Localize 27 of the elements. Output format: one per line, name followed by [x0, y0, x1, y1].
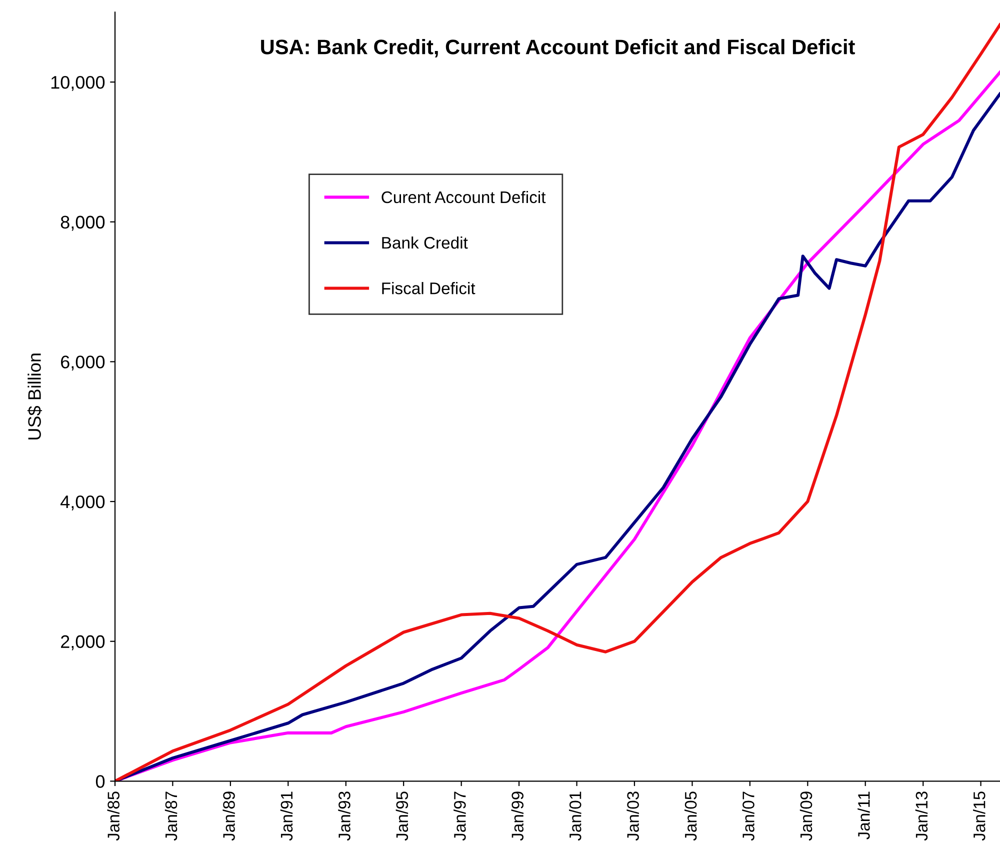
x-tick-label: Jan/99	[511, 792, 524, 841]
y-tick-label: 4,000	[60, 495, 105, 510]
x-tick-label: Jan/01	[569, 792, 582, 841]
y-tick-label: 8,000	[60, 216, 105, 231]
legend-label: Curent Account Deficit	[382, 190, 546, 204]
y-tick-label: 6,000	[61, 356, 105, 371]
x-tick-label: Jan/15	[973, 792, 986, 841]
y-axis-title: US$ Billion	[27, 354, 42, 440]
text: USA: Bank Credit, Current Account Deficit and Fiscal Deficit	[261, 39, 855, 58]
x-tick-label: Jan/05	[684, 792, 697, 841]
legend-label: Bank Credit	[382, 236, 468, 249]
x-tick-label: Jan/11	[858, 792, 870, 840]
x-tick-label: Jan/89	[222, 792, 235, 841]
x-tick-label: Jan/97	[454, 792, 466, 841]
x-tick-label: Jan/95	[396, 792, 408, 841]
x-tick-label: Jan/93	[338, 792, 350, 841]
x-tick-label: Jan/13	[915, 792, 928, 841]
x-tick-label: Jan/85	[107, 792, 120, 841]
x-tick-label: Jan/87	[164, 792, 178, 841]
x-tick-label: Jan/91	[280, 792, 293, 841]
y-tick-label: 2,000	[61, 635, 105, 650]
x-tick-label: Jan/07	[742, 792, 754, 841]
legend-label: Fiscal Deficit	[382, 282, 476, 294]
x-tick-label: Jan/09	[800, 792, 812, 841]
y-tick-label: 10,000	[51, 76, 105, 91]
x-tick-label: Jan/03	[626, 792, 639, 841]
y-tick-label: 0	[96, 775, 105, 788]
